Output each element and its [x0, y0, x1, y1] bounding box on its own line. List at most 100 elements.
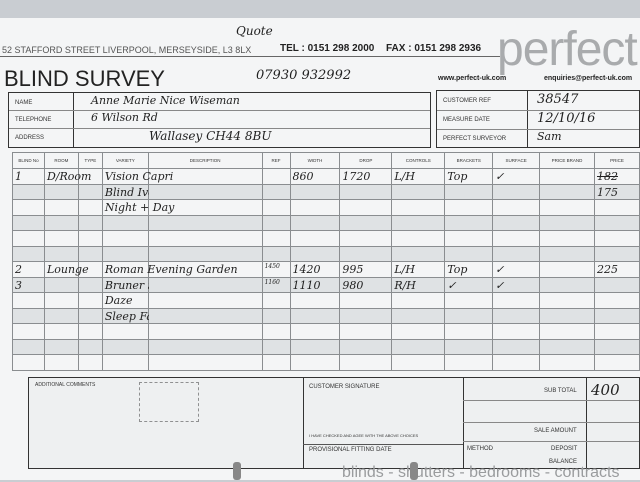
table-cell[interactable]	[539, 214, 595, 231]
table-cell[interactable]	[43, 214, 79, 231]
table-cell[interactable]	[492, 307, 541, 324]
telephone-field[interactable]: 6 Wilson Rd	[91, 111, 158, 124]
table-cell[interactable]	[12, 338, 45, 355]
table-cell[interactable]	[492, 354, 541, 371]
table-cell[interactable]: 3	[12, 276, 45, 293]
table-cell[interactable]: L/H	[391, 168, 446, 185]
table-cell[interactable]	[492, 183, 541, 200]
table-cell[interactable]	[261, 292, 291, 309]
table-cell[interactable]	[593, 323, 640, 340]
table-cell[interactable]	[539, 245, 595, 262]
table-cell[interactable]: 2	[12, 261, 45, 278]
table-cell[interactable]: Roman Evening Garden	[101, 261, 238, 278]
table-cell[interactable]: D/Room	[43, 168, 91, 185]
table-cell[interactable]	[593, 230, 640, 247]
table-cell[interactable]	[261, 230, 291, 247]
table-cell[interactable]	[593, 354, 640, 371]
table-cell[interactable]	[261, 245, 291, 262]
table-cell[interactable]	[492, 245, 541, 262]
table-cell[interactable]: 995	[339, 261, 393, 278]
table-cell[interactable]	[147, 230, 263, 247]
table-cell[interactable]: Sleep Fashion	[101, 307, 183, 324]
table-cell[interactable]	[43, 230, 79, 247]
table-cell[interactable]	[339, 199, 393, 216]
table-cell[interactable]	[12, 292, 45, 309]
table-cell[interactable]: 175	[593, 183, 640, 200]
table-cell[interactable]	[593, 338, 640, 355]
table-cell[interactable]	[391, 292, 446, 309]
table-cell[interactable]	[101, 214, 149, 231]
table-cell[interactable]	[339, 354, 393, 371]
table-cell[interactable]	[391, 354, 446, 371]
table-cell[interactable]	[444, 307, 494, 324]
table-cell[interactable]	[391, 230, 446, 247]
table-cell[interactable]	[289, 292, 341, 309]
address-field[interactable]: Wallasey CH44 8BU	[149, 129, 272, 143]
table-cell[interactable]	[391, 183, 446, 200]
table-cell[interactable]	[492, 292, 541, 309]
table-cell[interactable]	[444, 214, 494, 231]
table-cell[interactable]	[339, 292, 393, 309]
table-cell[interactable]	[289, 199, 341, 216]
table-cell[interactable]	[261, 168, 291, 185]
table-cell[interactable]	[147, 199, 263, 216]
table-cell[interactable]	[444, 199, 494, 216]
table-cell[interactable]	[539, 338, 595, 355]
table-cell[interactable]	[391, 307, 446, 324]
table-cell[interactable]	[444, 338, 494, 355]
table-cell[interactable]	[593, 199, 640, 216]
table-cell[interactable]	[12, 183, 45, 200]
table-cell[interactable]	[101, 230, 149, 247]
surveyor-field[interactable]: Sam	[537, 130, 562, 143]
table-cell[interactable]: 1160	[261, 276, 291, 293]
table-cell[interactable]	[444, 183, 494, 200]
table-cell[interactable]	[289, 323, 341, 340]
table-cell[interactable]: R/H	[391, 276, 446, 293]
table-cell[interactable]	[492, 338, 541, 355]
table-cell[interactable]	[101, 338, 149, 355]
table-cell[interactable]	[101, 323, 149, 340]
table-cell[interactable]	[43, 276, 79, 293]
table-cell[interactable]	[12, 354, 45, 371]
table-cell[interactable]	[289, 307, 341, 324]
table-cell[interactable]	[539, 199, 595, 216]
table-cell[interactable]	[147, 261, 263, 278]
table-cell[interactable]	[444, 245, 494, 262]
table-cell[interactable]	[391, 323, 446, 340]
table-cell[interactable]	[339, 307, 393, 324]
table-cell[interactable]	[43, 338, 79, 355]
table-cell[interactable]: Vision Capri	[101, 168, 173, 185]
table-cell[interactable]	[77, 168, 103, 185]
table-cell[interactable]	[147, 323, 263, 340]
table-cell[interactable]	[77, 261, 103, 278]
table-cell[interactable]	[444, 354, 494, 371]
table-cell[interactable]	[539, 261, 595, 278]
table-cell[interactable]	[77, 199, 103, 216]
table-cell[interactable]	[12, 245, 45, 262]
table-cell[interactable]: ✓	[492, 261, 541, 278]
table-cell[interactable]	[147, 338, 263, 355]
table-cell[interactable]	[77, 307, 103, 324]
table-cell[interactable]	[261, 183, 291, 200]
table-cell[interactable]	[289, 214, 341, 231]
table-cell[interactable]: Night + Day	[101, 199, 174, 216]
table-cell[interactable]	[12, 307, 45, 324]
table-cell[interactable]	[261, 199, 291, 216]
table-cell[interactable]	[43, 323, 79, 340]
table-cell[interactable]	[339, 230, 393, 247]
table-cell[interactable]	[77, 245, 103, 262]
table-cell[interactable]	[339, 323, 393, 340]
table-cell[interactable]: 1110	[289, 276, 341, 293]
table-cell[interactable]	[593, 292, 640, 309]
table-cell[interactable]	[539, 323, 595, 340]
table-cell[interactable]	[492, 214, 541, 231]
table-cell[interactable]: 1420	[289, 261, 341, 278]
table-cell[interactable]	[444, 323, 494, 340]
table-cell[interactable]	[289, 338, 341, 355]
table-cell[interactable]: Lounge	[43, 261, 89, 278]
table-cell[interactable]: ✓	[492, 168, 541, 185]
table-cell[interactable]	[289, 230, 341, 247]
table-cell[interactable]	[289, 354, 341, 371]
table-cell[interactable]	[261, 214, 291, 231]
table-cell[interactable]	[492, 230, 541, 247]
